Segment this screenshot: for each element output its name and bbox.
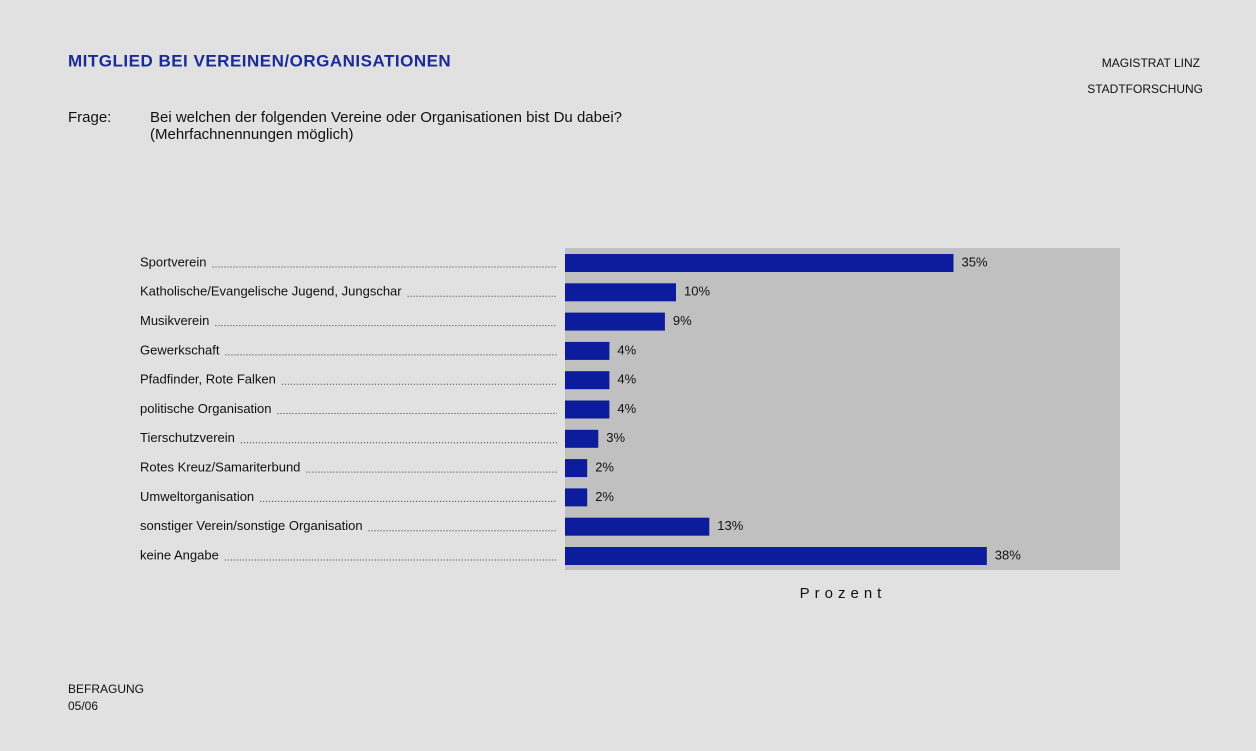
bar bbox=[565, 400, 610, 419]
chart-title: MITGLIED BEI VEREINEN/ORGANISATIONEN bbox=[68, 51, 451, 70]
bar bbox=[565, 254, 954, 272]
x-axis-label: Prozent bbox=[800, 585, 887, 602]
data-label: 4% bbox=[617, 342, 636, 357]
bar bbox=[565, 429, 599, 448]
data-label: 13% bbox=[717, 518, 743, 533]
data-label: 35% bbox=[962, 254, 988, 269]
y-tick-label: Katholische/Evangelische Jugend, Jungsch… bbox=[140, 284, 402, 299]
source: STADTFORSCHUNG bbox=[1087, 82, 1203, 96]
data-label: 4% bbox=[617, 401, 636, 416]
y-tick-label: Sportverein bbox=[140, 254, 206, 269]
source: MAGISTRAT LINZ bbox=[1102, 56, 1200, 70]
y-tick-label: Gewerkschaft bbox=[140, 342, 220, 357]
question: Bei welchen der folgenden Vereine oder O… bbox=[150, 109, 622, 126]
y-tick-label: Musikverein bbox=[140, 313, 209, 328]
data-label: 9% bbox=[673, 313, 692, 328]
footer: 05/06 bbox=[68, 699, 98, 713]
data-label: 10% bbox=[684, 284, 710, 299]
y-tick-label: Umweltorganisation bbox=[140, 489, 254, 504]
plot-area bbox=[565, 248, 1120, 570]
footer: BEFRAGUNG bbox=[68, 682, 144, 696]
bar bbox=[565, 371, 610, 390]
data-label: 38% bbox=[995, 547, 1021, 562]
bar bbox=[565, 312, 665, 331]
question-note: (Mehrfachnennungen möglich) bbox=[150, 126, 353, 143]
bar bbox=[565, 459, 588, 478]
data-label: 2% bbox=[595, 489, 614, 504]
data-label: 3% bbox=[606, 430, 625, 445]
bar bbox=[565, 547, 987, 565]
bar bbox=[565, 517, 710, 536]
bar bbox=[565, 488, 588, 507]
y-tick-label: Rotes Kreuz/Samariterbund bbox=[140, 460, 300, 475]
data-label: 2% bbox=[595, 460, 614, 475]
y-tick-label: keine Angabe bbox=[140, 547, 219, 562]
y-tick-label: sonstiger Verein/sonstige Organisation bbox=[140, 518, 363, 533]
question-label: Frage: bbox=[68, 109, 111, 126]
bar bbox=[565, 341, 610, 360]
y-tick-label: politische Organisation bbox=[140, 401, 272, 416]
y-tick-label: Tierschutzverein bbox=[140, 430, 235, 445]
data-label: 4% bbox=[617, 372, 636, 387]
y-tick-label: Pfadfinder, Rote Falken bbox=[140, 372, 276, 387]
bar bbox=[565, 283, 676, 302]
